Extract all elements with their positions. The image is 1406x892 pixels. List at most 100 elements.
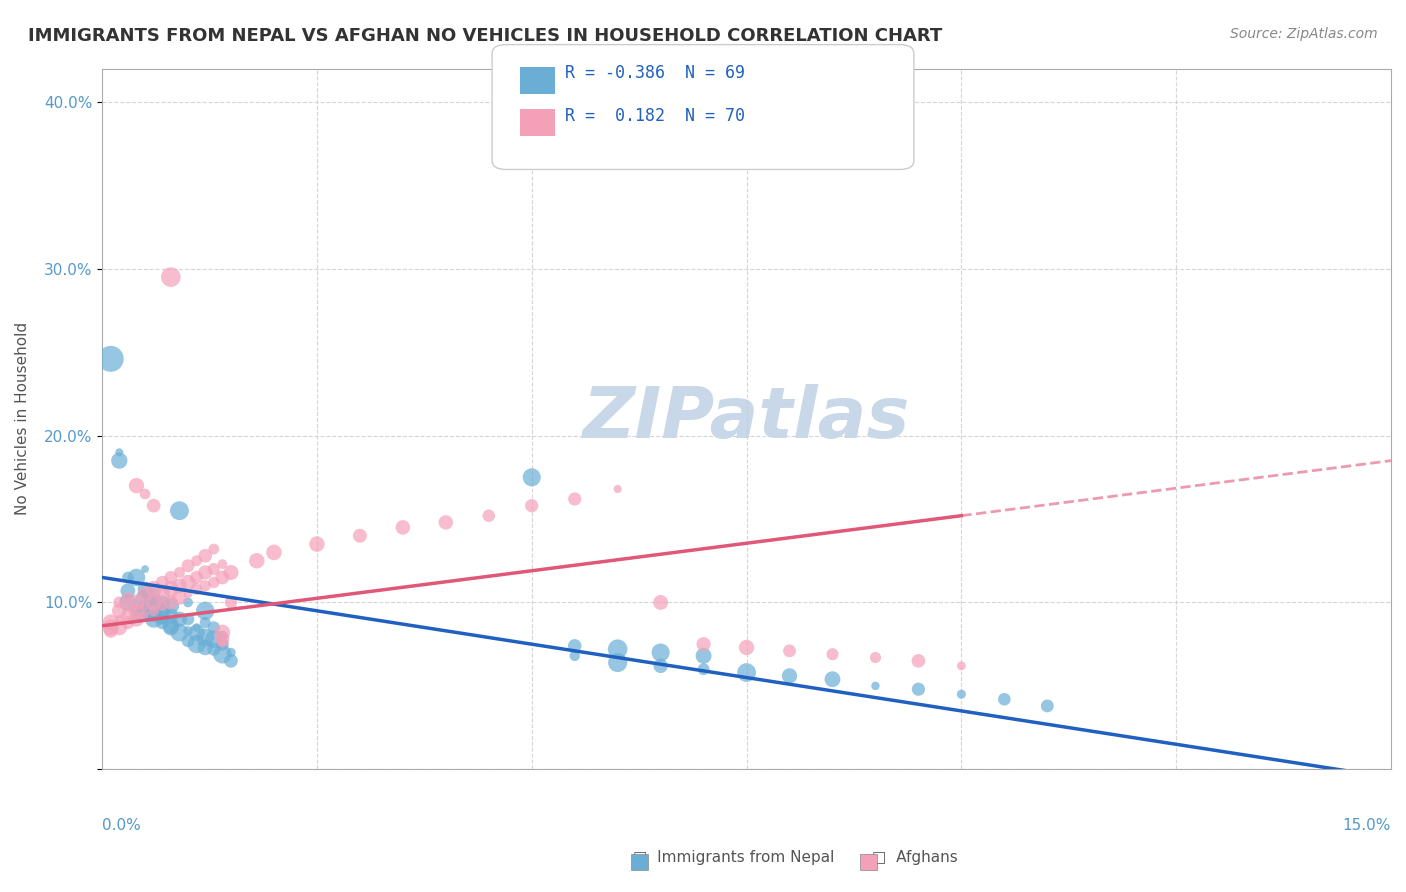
Point <box>125 608 148 623</box>
Point <box>134 562 156 576</box>
Point <box>117 570 139 584</box>
Point <box>160 608 183 623</box>
Point <box>160 595 183 609</box>
Point <box>821 647 844 661</box>
Text: 0.0%: 0.0% <box>103 818 141 833</box>
Point <box>194 631 217 645</box>
Point <box>108 445 131 459</box>
Point <box>169 591 191 605</box>
Point <box>142 587 165 601</box>
Point <box>142 604 165 618</box>
Point <box>125 478 148 492</box>
Point <box>865 679 887 693</box>
Point <box>169 612 191 626</box>
Point <box>108 604 131 618</box>
Point <box>177 624 200 638</box>
Point <box>692 662 714 676</box>
Point <box>520 470 543 484</box>
Point <box>219 654 242 668</box>
Point <box>520 499 543 513</box>
Point <box>150 587 173 601</box>
Point <box>142 604 165 618</box>
Point <box>142 595 165 609</box>
Point <box>211 625 233 640</box>
Point <box>186 570 208 584</box>
Y-axis label: No Vehicles in Household: No Vehicles in Household <box>15 322 30 516</box>
Text: R =  0.182  N = 70: R = 0.182 N = 70 <box>565 107 745 125</box>
Point <box>142 595 165 609</box>
Text: □  Immigrants from Nepal: □ Immigrants from Nepal <box>633 850 834 865</box>
Point <box>186 582 208 596</box>
Point <box>177 558 200 573</box>
Point <box>142 607 165 622</box>
Point <box>150 595 173 609</box>
Point <box>160 619 183 633</box>
Text: 15.0%: 15.0% <box>1343 818 1391 833</box>
Point <box>564 648 586 663</box>
Point <box>950 687 973 701</box>
Point <box>125 604 148 618</box>
Point <box>202 632 225 647</box>
Point <box>865 650 887 665</box>
Point <box>186 554 208 568</box>
Point <box>211 632 233 647</box>
Point <box>160 620 183 634</box>
Point <box>142 612 165 626</box>
Point <box>142 499 165 513</box>
Point <box>692 648 714 663</box>
Point <box>907 654 929 668</box>
Point <box>606 482 628 496</box>
Point <box>134 587 156 601</box>
Point <box>735 665 758 680</box>
Point <box>177 612 200 626</box>
Point <box>108 620 131 634</box>
Point <box>177 595 200 609</box>
Point <box>117 595 139 609</box>
Point <box>650 595 672 609</box>
Point <box>134 587 156 601</box>
Point <box>100 351 122 366</box>
Point <box>434 516 457 530</box>
Point <box>211 557 233 571</box>
Point <box>160 582 183 596</box>
Point <box>263 545 285 559</box>
Point <box>142 582 165 596</box>
Point <box>134 607 156 622</box>
Point <box>150 612 173 626</box>
Point <box>564 491 586 506</box>
Point <box>160 599 183 613</box>
Point <box>177 575 200 590</box>
Point <box>779 669 801 683</box>
Point <box>117 608 139 623</box>
Point <box>177 587 200 601</box>
Point <box>349 529 371 543</box>
Point <box>993 692 1015 706</box>
Point <box>186 625 208 640</box>
Text: IMMIGRANTS FROM NEPAL VS AFGHAN NO VEHICLES IN HOUSEHOLD CORRELATION CHART: IMMIGRANTS FROM NEPAL VS AFGHAN NO VEHIC… <box>28 27 942 45</box>
Text: R = -0.386  N = 69: R = -0.386 N = 69 <box>565 64 745 82</box>
Point <box>194 615 217 630</box>
Text: □  Afghans: □ Afghans <box>872 850 957 865</box>
Point <box>142 595 165 609</box>
Point <box>100 624 122 638</box>
Point <box>305 537 328 551</box>
Point <box>194 640 217 655</box>
Point <box>169 579 191 593</box>
Point <box>779 644 801 658</box>
Point <box>564 639 586 653</box>
Point <box>606 656 628 670</box>
Point <box>108 453 131 467</box>
Point <box>134 604 156 618</box>
Point <box>692 637 714 651</box>
Point <box>202 642 225 657</box>
Point <box>211 570 233 584</box>
Point <box>117 583 139 598</box>
Point <box>202 620 225 634</box>
Point <box>194 579 217 593</box>
Point <box>108 595 131 609</box>
Point <box>125 595 148 609</box>
Point <box>246 554 269 568</box>
Point <box>392 520 415 534</box>
Point <box>907 682 929 697</box>
Point <box>125 612 148 626</box>
